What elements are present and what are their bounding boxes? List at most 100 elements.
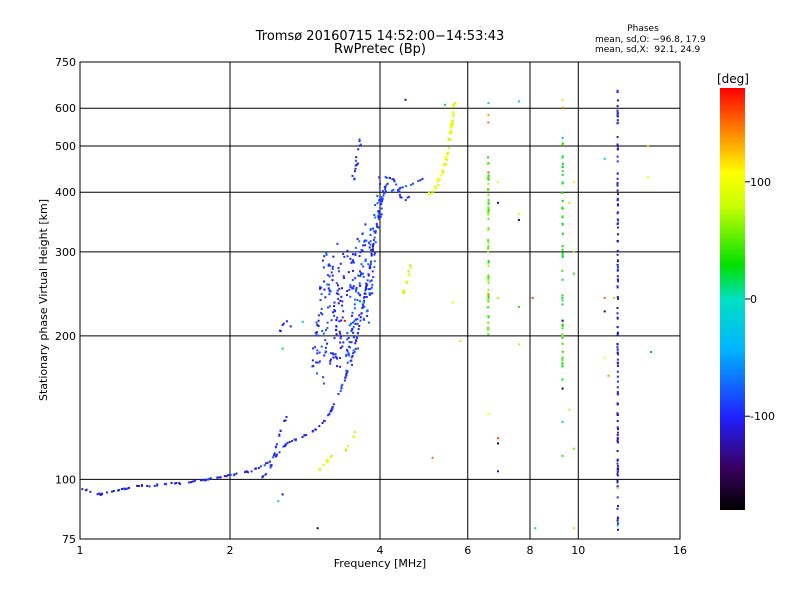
echo-point (203, 479, 206, 482)
echo-point (497, 470, 499, 473)
echo-point (371, 249, 374, 252)
echo-point (351, 314, 353, 317)
echo-point (409, 266, 412, 269)
echo-point (356, 299, 359, 302)
echo-point (405, 281, 408, 284)
echo-point (373, 230, 376, 233)
echo-point (378, 186, 381, 189)
echo-point (223, 475, 226, 477)
echo-point (487, 162, 490, 165)
echo-point (380, 196, 382, 198)
echo-point (406, 196, 409, 199)
echo-point (341, 287, 343, 290)
echo-point (351, 363, 353, 366)
echo-point (303, 434, 306, 436)
echo-point (390, 189, 393, 192)
echo-point (375, 222, 378, 225)
echo-point (359, 251, 362, 254)
echo-point (352, 325, 355, 328)
echo-point (339, 341, 342, 344)
echo-point (329, 410, 332, 412)
echo-point (561, 142, 564, 145)
echo-point (617, 413, 619, 416)
echo-point (370, 279, 373, 282)
echo-point (346, 294, 348, 296)
echo-point (339, 299, 342, 302)
echo-point (153, 485, 156, 487)
echo-point (346, 349, 349, 351)
echo-point (358, 138, 361, 141)
echo-point (616, 223, 619, 226)
echo-point (322, 464, 325, 466)
echo-point (328, 283, 330, 286)
echo-point (356, 318, 359, 321)
echo-point (318, 467, 321, 470)
echo-point (346, 370, 349, 373)
echo-point (190, 481, 192, 484)
echo-point (616, 91, 619, 93)
echo-point (99, 494, 102, 496)
echo-point (392, 178, 395, 181)
echo-point (617, 528, 619, 531)
echo-point (362, 301, 365, 304)
echo-point (137, 485, 140, 487)
echo-point (367, 321, 370, 324)
echo-point (334, 310, 337, 313)
echo-point (273, 454, 275, 456)
echo-point (369, 243, 372, 246)
echo-point (370, 263, 372, 265)
echo-point (487, 292, 490, 295)
echo-point (561, 299, 564, 302)
echo-point (361, 272, 364, 275)
echo-point (355, 288, 357, 291)
echo-point (452, 105, 455, 108)
echo-point (328, 289, 331, 292)
echo-point (316, 352, 319, 355)
echo-point (321, 329, 324, 332)
echo-point (616, 420, 619, 422)
echo-point (321, 313, 324, 316)
echo-point (616, 473, 619, 476)
echo-point (358, 314, 361, 317)
x-tick-label: 16 (673, 544, 687, 557)
echo-point (363, 299, 366, 302)
echo-point (89, 490, 92, 493)
phase-info-x: mean, sd,X: 92.1, 24.9 (595, 45, 701, 55)
echo-point (572, 527, 575, 530)
echo-point (127, 487, 130, 490)
echo-point (377, 216, 380, 219)
echo-point (616, 122, 619, 125)
echo-point (380, 200, 383, 203)
echo-point (328, 275, 331, 278)
echo-point (417, 179, 420, 182)
x-tick-label: 4 (377, 544, 384, 557)
echo-point (342, 252, 345, 255)
echo-point (487, 239, 490, 242)
echo-point (330, 408, 333, 411)
echo-point (283, 419, 286, 422)
echo-point (357, 347, 360, 350)
echo-point (404, 98, 407, 101)
echo-point (647, 176, 649, 179)
echo-point (85, 488, 88, 491)
echo-point (373, 260, 376, 263)
echo-point (282, 445, 285, 448)
echo-point (352, 349, 355, 352)
echo-point (364, 289, 367, 292)
echo-point (279, 429, 282, 432)
echo-point (331, 279, 334, 282)
echo-point (561, 378, 564, 381)
echo-point (378, 176, 381, 179)
echo-point (373, 214, 376, 216)
echo-point (365, 239, 368, 242)
echo-point (337, 284, 339, 287)
echo-point (401, 186, 404, 189)
echo-point (561, 350, 564, 353)
echo-point (371, 292, 374, 295)
echo-point (331, 406, 334, 408)
echo-point (266, 461, 269, 464)
echo-point (374, 204, 377, 206)
echo-point (617, 148, 619, 151)
echo-point (333, 301, 336, 304)
echo-point (317, 314, 320, 317)
